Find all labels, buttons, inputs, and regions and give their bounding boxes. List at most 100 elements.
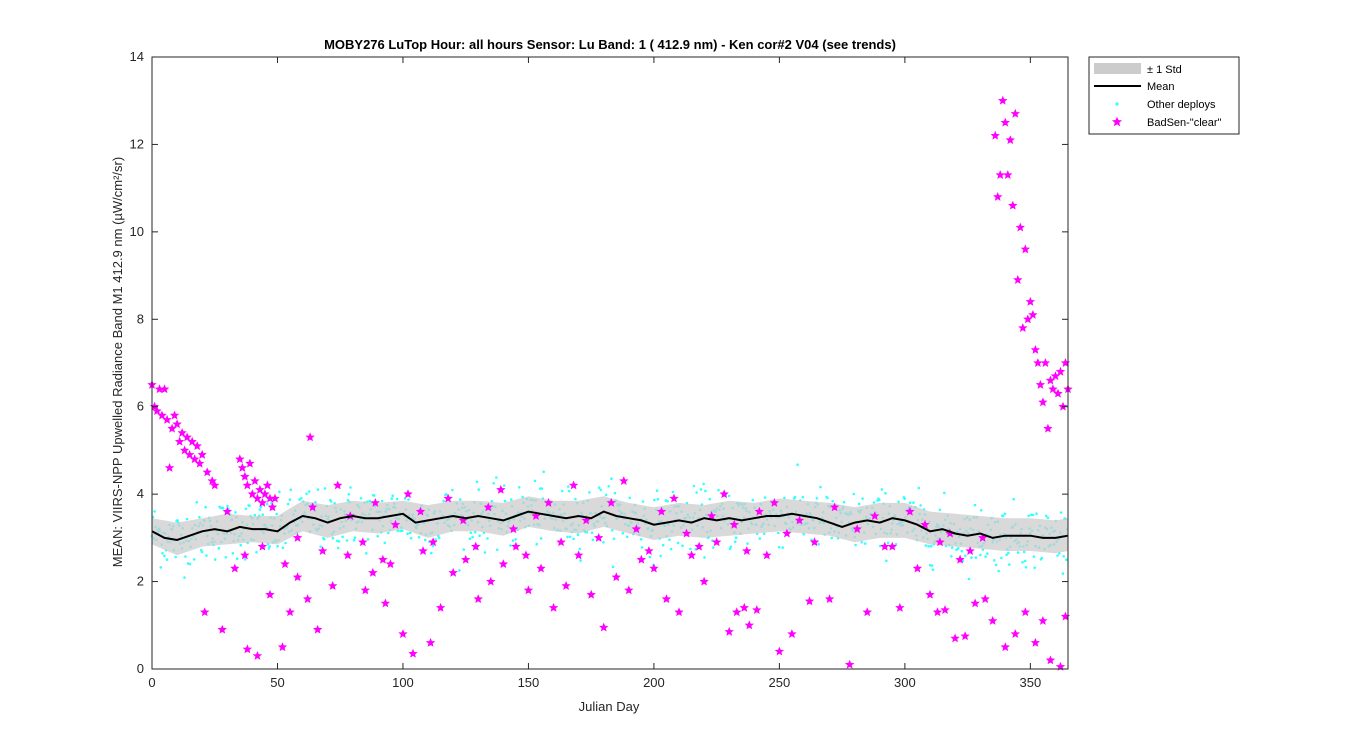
badsen-point: [360, 585, 370, 595]
other-deploys-point: [819, 485, 822, 489]
other-deploys-point: [409, 536, 413, 540]
other-deploys-point: [1021, 561, 1024, 564]
badsen-point: [644, 546, 654, 555]
badsen-point: [245, 458, 255, 468]
other-deploys-point: [478, 534, 481, 537]
other-deploys-point: [1005, 553, 1008, 556]
other-deploys-point: [267, 547, 271, 550]
badsen-point: [280, 559, 290, 569]
badsen-point: [385, 559, 396, 569]
other-deploys-point: [163, 554, 166, 558]
other-deploys-point: [458, 569, 461, 572]
axes-layer: 0 50 100 150 200 250 300 350 0 2 4 6 8 10 12 14: [130, 49, 1069, 690]
badsen-point: [699, 576, 709, 586]
badsen-point: [1003, 170, 1013, 179]
badsen-point: [769, 497, 780, 507]
other-deploys-point: [353, 536, 357, 540]
other-deploys-point: [509, 498, 513, 501]
other-deploys-point: [471, 535, 474, 539]
badsen-point: [328, 580, 338, 590]
badsen-point: [774, 646, 785, 656]
other-deploys-point: [185, 517, 189, 521]
badsen-point: [217, 624, 227, 634]
other-deploys-point: [535, 542, 538, 546]
badsen-point: [240, 471, 250, 481]
badsen-point: [157, 410, 167, 420]
other-deploys-point: [261, 513, 265, 516]
x-tick-label: 350: [1020, 675, 1042, 690]
other-deploys-point: [430, 551, 433, 555]
other-deploys-point: [468, 537, 472, 540]
other-deploys-point: [372, 494, 376, 497]
badsen-point: [370, 497, 381, 507]
other-deploys-point: [763, 496, 767, 499]
other-deploys-point: [578, 547, 582, 551]
badsen-point: [292, 533, 303, 542]
other-deploys-point: [984, 555, 987, 558]
badsen-point: [744, 620, 754, 630]
badsen-point: [674, 607, 684, 617]
badsen-point: [222, 506, 232, 516]
other-deploys-point: [401, 529, 404, 532]
badsen-point: [343, 550, 353, 560]
other-deploys-point: [253, 513, 257, 517]
other-deploys-point: [192, 558, 196, 561]
other-deploys-point: [666, 499, 669, 503]
badsen-point: [378, 554, 388, 564]
other-deploys-point: [1040, 556, 1044, 560]
other-deploys-point: [842, 500, 846, 504]
other-deploys-point: [572, 537, 575, 541]
other-deploys-point: [284, 541, 287, 545]
badsen-point: [573, 550, 584, 560]
other-deploys-point: [347, 493, 351, 496]
badsen-point: [624, 585, 634, 595]
badsen-point: [661, 594, 672, 604]
badsen-point: [978, 533, 988, 542]
badsen-point: [285, 607, 295, 617]
badsen-point: [1015, 222, 1025, 232]
other-deploys-point: [174, 555, 177, 559]
other-deploys-point: [574, 497, 577, 501]
badsen-point: [719, 489, 729, 499]
badsen-point: [809, 537, 820, 547]
badsen-point: [636, 554, 647, 564]
badsen-point: [305, 432, 315, 442]
other-deploys-point: [708, 497, 712, 501]
other-deploys-point: [336, 546, 340, 550]
badsen-point: [270, 493, 280, 503]
badsen-point: [195, 458, 205, 468]
badsen-point: [202, 467, 212, 477]
badsen-point: [260, 489, 270, 499]
other-deploys-point: [376, 534, 380, 538]
badsen-point: [739, 602, 749, 612]
other-deploys-point: [281, 546, 285, 550]
other-deploys-point: [979, 553, 982, 557]
legend-swatch-badsen: [1112, 116, 1122, 127]
other-deploys-point: [1059, 511, 1063, 514]
other-deploys-point: [854, 543, 857, 547]
other-deploys-point: [568, 535, 572, 539]
other-deploys-point: [676, 541, 680, 545]
other-deploys-point: [359, 497, 363, 500]
other-deploys-point: [161, 552, 164, 555]
other-deploys-point: [200, 550, 204, 554]
other-deploys-point: [762, 532, 766, 535]
other-deploys-point: [703, 556, 706, 559]
y-tick-label: 10: [130, 224, 144, 239]
badsen-point: [631, 524, 642, 534]
badsen-point: [473, 594, 483, 604]
other-deploys-point: [226, 504, 229, 508]
other-deploys-point: [986, 552, 989, 555]
badsen-point: [998, 95, 1008, 105]
badsen-point: [920, 519, 930, 529]
badsen-point: [177, 427, 187, 437]
other-deploys-point: [462, 548, 466, 551]
other-deploys-point: [604, 493, 608, 497]
other-deploys-point: [783, 496, 786, 500]
other-deploys-point: [288, 498, 292, 502]
other-deploys-point: [1035, 512, 1038, 515]
other-deploys-point: [997, 569, 1000, 573]
other-deploys-point: [434, 538, 438, 541]
other-deploys-point: [908, 501, 912, 505]
